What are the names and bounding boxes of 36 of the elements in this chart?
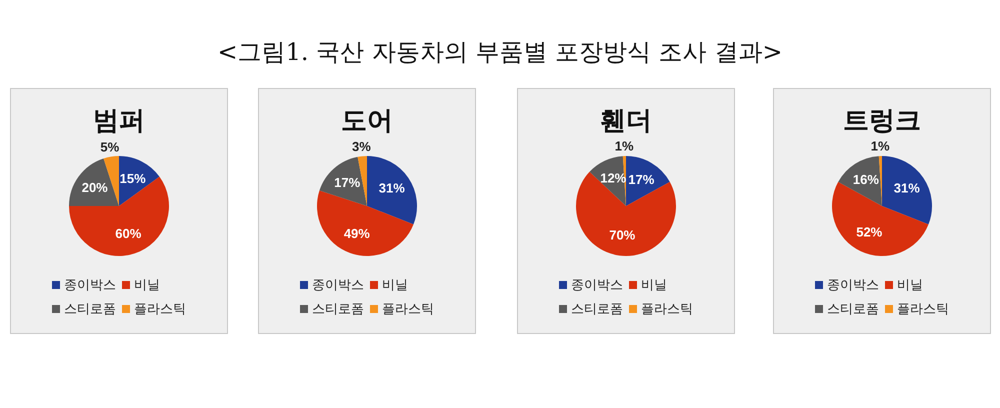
data-label: 3% xyxy=(352,138,372,154)
data-label: 17% xyxy=(628,172,655,187)
legend-label: 종이박스 xyxy=(571,277,623,294)
data-label: 31% xyxy=(894,180,920,196)
chart-title: 트렁크 xyxy=(843,105,921,138)
legend-label: 스티로폼 xyxy=(571,301,623,318)
data-label: 31% xyxy=(378,180,406,196)
legend-label: 스티로폼 xyxy=(312,301,364,318)
data-label: 60% xyxy=(115,226,142,242)
legend-label: 플라스틱 xyxy=(641,301,693,318)
data-label: 5% xyxy=(100,139,120,154)
legend-label: 비닐 xyxy=(641,277,667,294)
legend-label: 플라스틱 xyxy=(134,301,186,318)
legend-label: 비닐 xyxy=(134,277,160,294)
data-label: 1% xyxy=(870,138,890,154)
text: <그림1. 국산 자동차의 부품별 포장방식 조사 결과> xyxy=(216,37,784,68)
legend-label: 종이박스 xyxy=(312,277,364,294)
chart-title: 범퍼 xyxy=(93,105,145,138)
legend-label: 스티로폼 xyxy=(827,301,879,318)
legend-label: 비닐 xyxy=(382,277,408,294)
chart-title: 휀더 xyxy=(600,105,652,138)
data-label: 20% xyxy=(82,180,108,195)
legend-label: 플라스틱 xyxy=(382,301,434,318)
data-label: 70% xyxy=(609,227,636,242)
legend-label: 스티로폼 xyxy=(64,301,116,318)
data-label: 17% xyxy=(334,175,361,190)
data-label: 1% xyxy=(614,138,634,154)
legend-label: 종이박스 xyxy=(827,277,879,294)
legend-label: 플라스틱 xyxy=(897,301,949,318)
data-label: 16% xyxy=(852,172,880,188)
data-label: 52% xyxy=(856,224,883,240)
legend-label: 비닐 xyxy=(897,277,923,294)
legend-label: 종이박스 xyxy=(64,277,116,294)
data-label: 49% xyxy=(344,226,370,241)
data-label: 15% xyxy=(120,170,146,186)
chart-title: 도어 xyxy=(341,105,393,138)
